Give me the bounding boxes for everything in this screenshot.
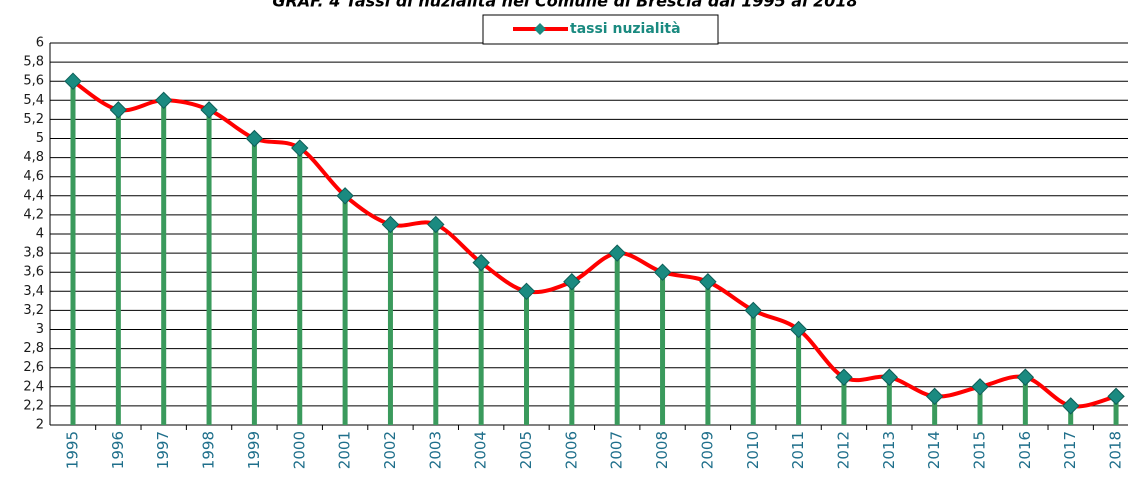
stem: [297, 148, 303, 426]
x-tick-label: 2004: [472, 431, 490, 469]
x-tick-label: 2018: [1107, 431, 1125, 469]
marker: [653, 263, 672, 281]
x-tick-label: 2011: [789, 431, 807, 469]
marker: [427, 215, 445, 234]
marker: [336, 187, 354, 205]
y-tick-label: 3,4: [23, 284, 44, 299]
marker: [1061, 397, 1080, 415]
y-tick-label: 2,8: [23, 341, 44, 356]
stem: [750, 310, 756, 425]
x-tick-label: 2017: [1061, 431, 1079, 469]
marker: [291, 139, 309, 157]
marker: [1016, 368, 1035, 386]
stem: [569, 281, 575, 425]
x-tick-label: 2006: [562, 431, 580, 469]
y-tick-label: 2: [36, 418, 44, 433]
y-tick-label: 3,6: [23, 265, 44, 280]
marker: [608, 244, 626, 262]
y-tick-label: 6: [36, 36, 44, 51]
x-tick-label: 2003: [426, 431, 444, 469]
y-tick-label: 3,8: [23, 246, 44, 261]
y-tick-label: 3,2: [23, 303, 44, 318]
x-tick-label: 1996: [109, 431, 127, 469]
stem: [1068, 405, 1074, 425]
stem: [433, 224, 439, 425]
y-tick-label: 5,6: [23, 74, 44, 89]
marker: [245, 129, 264, 148]
marker: [880, 368, 899, 386]
stem: [841, 377, 847, 425]
stem: [932, 396, 938, 425]
chart-title: GRAF. 4 Tassi di nuzialità nel Comune di…: [272, 0, 857, 11]
y-tick-label: 5: [36, 131, 44, 146]
x-tick-label: 1999: [245, 431, 263, 469]
y-tick-label: 2,6: [23, 360, 44, 375]
marker: [971, 378, 989, 396]
x-tick-label: 2007: [608, 431, 626, 469]
marker: [200, 101, 218, 119]
y-tick-label: 4: [36, 227, 44, 242]
y-tick-label: 2,2: [23, 398, 44, 413]
x-tick-label: 2008: [653, 431, 671, 469]
stem: [614, 253, 620, 425]
series-line: [71, 79, 1117, 409]
x-tick-label: 1998: [200, 431, 218, 469]
x-tick-label: 2000: [290, 431, 308, 469]
marker: [744, 301, 762, 320]
marker: [381, 215, 400, 234]
y-tick-label: 4,6: [23, 169, 44, 184]
y-tick-label: 4,4: [23, 188, 44, 203]
marker: [835, 368, 853, 386]
marker: [699, 273, 717, 291]
stem: [1113, 396, 1119, 425]
stem: [70, 81, 76, 425]
y-tick-label: 2,4: [23, 379, 44, 394]
legend-box: [482, 14, 719, 45]
legend-label: tassi nuzialità: [570, 21, 681, 37]
stem: [342, 195, 348, 425]
marker: [1107, 387, 1125, 406]
legend-marker: [534, 23, 546, 35]
stem: [524, 291, 529, 425]
x-tick-label: 2012: [834, 431, 852, 469]
x-tick-label: 1995: [64, 431, 82, 469]
y-tick-label: 5,8: [23, 55, 44, 70]
x-tick-label: 2016: [1016, 431, 1034, 469]
x-tick-label: 2005: [517, 431, 535, 469]
y-tick-label: 3: [36, 322, 44, 337]
x-tick-label: 1997: [154, 431, 172, 469]
stem: [206, 109, 212, 425]
x-tick-label: 2002: [381, 431, 399, 469]
stem: [1022, 377, 1028, 425]
x-tick-label: 2015: [971, 431, 989, 469]
stem: [705, 281, 711, 425]
stem: [796, 329, 802, 425]
x-tick-label: 2001: [336, 431, 354, 469]
marker: [64, 72, 82, 90]
marker: [563, 273, 581, 291]
marker: [789, 320, 808, 339]
x-tick-label: 2010: [744, 431, 762, 469]
stem: [660, 272, 666, 425]
y-tick-label: 5,4: [23, 93, 44, 108]
x-tick-label: 2014: [925, 431, 943, 469]
stem: [251, 138, 257, 425]
stem: [977, 386, 983, 425]
marker: [517, 282, 536, 301]
stem: [387, 224, 393, 425]
marker: [925, 387, 944, 406]
x-tick-label: 2009: [698, 431, 716, 469]
stem: [161, 100, 167, 426]
y-tick-label: 4,8: [23, 150, 44, 165]
y-tick-label: 5,2: [23, 112, 44, 127]
marker: [154, 91, 173, 110]
y-tick-label: 4,2: [23, 207, 44, 222]
stem: [115, 109, 121, 425]
x-tick-label: 2013: [880, 431, 898, 469]
stem: [478, 262, 484, 425]
stem: [886, 377, 892, 425]
marker: [472, 253, 490, 272]
marker: [109, 101, 128, 119]
